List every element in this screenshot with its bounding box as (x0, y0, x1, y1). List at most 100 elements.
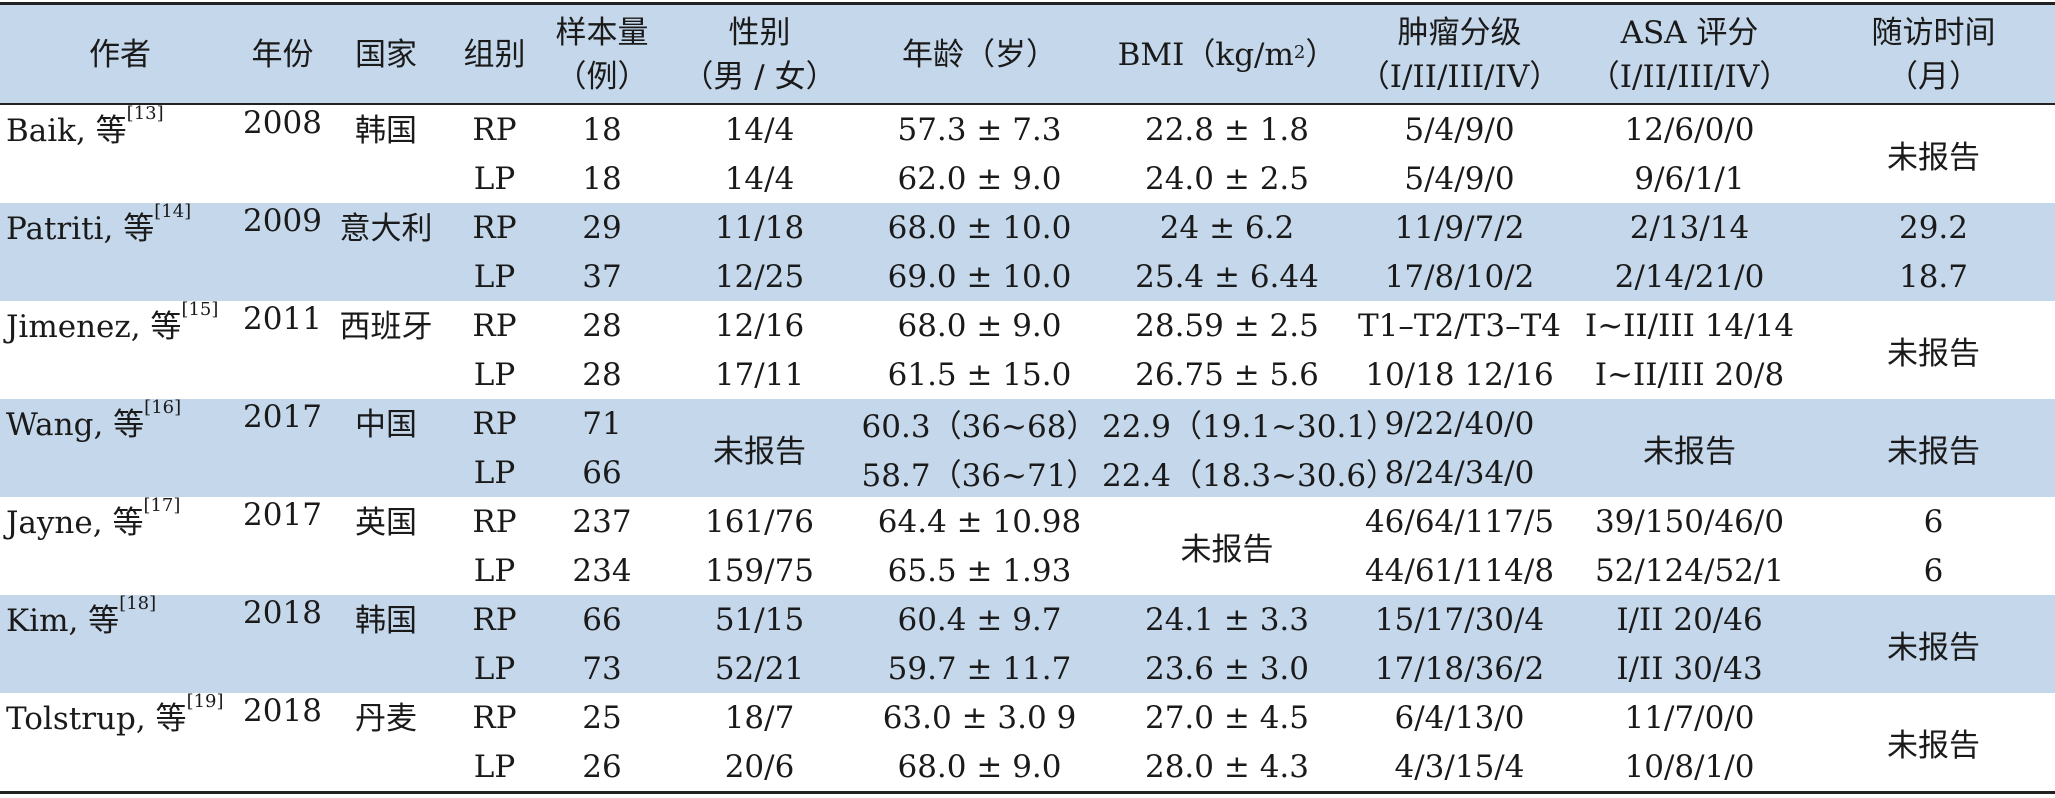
country-cell: 西班牙 (339, 309, 433, 345)
header-grade-line1: 肿瘤分级 (1397, 15, 1522, 51)
group-cell: RP (472, 307, 517, 344)
group-cell: LP (447, 742, 542, 794)
age-cell: 60.3（36~68） (857, 399, 1102, 448)
citation-ref: [13] (126, 103, 164, 124)
table-row: LP 18 14/4 62.0 ± 9.0 24.0 ± 2.5 5/4/9/0… (0, 154, 2055, 203)
country-cell: 英国 (355, 505, 417, 541)
table-row: Patriti, 等[14] 2009 意大利 RP 29 11/18 68.0… (0, 201, 2055, 301)
group-cell: LP (473, 160, 516, 197)
asa-cell: 52/124/52/1 (1594, 552, 1785, 589)
age-cell: 68.0 ± 9.0 (897, 307, 1062, 344)
sample-cell: 18 (582, 160, 622, 197)
author-name: Wang, 等 (6, 407, 145, 443)
bmi-cell: 未报告 (1180, 531, 1274, 568)
sample-cell: 28 (582, 307, 622, 344)
age-cell: 69.0 ± 10.0 (857, 252, 1102, 301)
grade-cell: 11/9/7/2 (1352, 203, 1567, 252)
table-row: LP 73 52/21 59.7 ± 11.7 23.6 ± 3.0 17/18… (0, 644, 2055, 693)
age-cell: 57.3 ± 7.3 (897, 111, 1062, 148)
group-cell: LP (447, 644, 542, 693)
sex-cell: 52/21 (662, 644, 857, 693)
citation-ref: [15] (181, 299, 219, 320)
grade-cell: 17/18/36/2 (1352, 644, 1567, 693)
country-cell: 丹麦 (325, 693, 447, 794)
sex-cell: 12/16 (714, 307, 805, 344)
bmi-cell: 26.75 ± 5.6 (1135, 356, 1319, 393)
bmi-cell: 28.59 ± 2.5 (1135, 307, 1319, 344)
age-cell: 58.7（36~71） (857, 448, 1102, 497)
header-sample-line2: （例） (555, 59, 649, 95)
table-row: Tolstrup, 等[19] 2018 丹麦 RP 25 18/7 63.0 … (0, 691, 2055, 794)
sample-cell: 66 (542, 448, 662, 497)
header-age: 年龄（岁） (857, 2, 1102, 105)
author-cell: Tolstrup, 等[19] (0, 691, 240, 794)
author-cell: Jayne, 等[17] (0, 495, 240, 595)
sex-cell: 11/18 (662, 203, 857, 252)
sample-cell: 73 (542, 644, 662, 693)
age-cell: 68.0 ± 9.0 (857, 742, 1102, 794)
grade-cell: 46/64/117/5 (1364, 503, 1555, 540)
asa-cell: I~II/III 14/14 (1584, 307, 1795, 344)
header-follow-up: 随访时间 （月） (1812, 2, 2055, 105)
table-row: Jimenez, 等[15] 2011 西班牙 RP 28 12/16 68.0… (0, 299, 2055, 372)
group-cell: LP (447, 448, 542, 497)
follow-cell: 未报告 (1887, 139, 1980, 176)
asa-cell: I~II/III 20/8 (1594, 356, 1785, 393)
table-row: LP 28 17/11 61.5 ± 15.0 26.75 ± 5.6 10/1… (0, 350, 2055, 399)
author-name: Jimenez, 等 (6, 309, 182, 345)
author-name: Tolstrup, 等 (6, 701, 187, 737)
sample-cell: 237 (572, 503, 632, 540)
header-tumor-grade: 肿瘤分级 （I/II/III/IV） (1352, 2, 1567, 105)
year-cell: 2009 (240, 203, 325, 301)
age-cell: 59.7 ± 11.7 (857, 644, 1102, 693)
sample-cell: 234 (572, 552, 632, 589)
year-cell: 2018 (240, 693, 325, 794)
sex-cell: 159/75 (704, 552, 815, 589)
asa-cell: 10/8/1/0 (1567, 742, 1812, 794)
sex-cell: 20/6 (662, 742, 857, 794)
header-author: 作者 (0, 2, 240, 105)
author-name: Baik, 等 (6, 113, 127, 149)
age-cell: 65.5 ± 1.93 (887, 552, 1072, 589)
bmi-cell: 25.4 ± 6.44 (1102, 252, 1352, 301)
bmi-cell: 24.0 ± 2.5 (1144, 160, 1309, 197)
sample-cell: 28 (582, 356, 622, 393)
grade-cell: 9/22/40/0 (1352, 399, 1567, 448)
bmi-cell: 24 ± 6.2 (1102, 203, 1352, 252)
country-cell: 韩国 (325, 595, 447, 693)
header-bmi-sup: 2 (1293, 42, 1306, 63)
author-cell: Kim, 等[18] (0, 593, 240, 693)
year-cell: 2018 (240, 595, 325, 693)
group-cell: RP (447, 399, 542, 448)
grade-cell: 8/24/34/0 (1352, 448, 1567, 497)
follow-cell: 未报告 (1812, 693, 2055, 794)
country-cell: 中国 (325, 399, 447, 497)
sample-cell: 66 (542, 595, 662, 644)
group-cell: RP (447, 595, 542, 644)
grade-cell: 6/4/13/0 (1394, 699, 1525, 736)
follow-cell: 6 (1923, 552, 1944, 589)
table-body: Baik, 等[13] 2008 韩国 RP 18 14/4 57.3 ± 7.… (0, 103, 2055, 794)
grade-cell: 4/3/15/4 (1352, 742, 1567, 794)
table-header: 作者 年份 国家 组别 样本量 （例） 性别 （男 / 女） 年龄（岁） BMI… (0, 2, 2055, 105)
header-bmi: BMI（kg/m2） (1102, 2, 1352, 105)
follow-cell: 未报告 (1887, 335, 1980, 372)
age-cell: 63.0 ± 3.0 9 (882, 699, 1077, 736)
country-cell: 意大利 (325, 203, 447, 301)
header-year: 年份 (240, 2, 325, 105)
author-name: Patriti, 等 (6, 211, 155, 247)
grade-cell: 17/8/10/2 (1352, 252, 1567, 301)
age-cell: 60.4 ± 9.7 (857, 595, 1102, 644)
asa-cell: I/II 30/43 (1567, 644, 1812, 693)
group-cell: LP (473, 552, 516, 589)
author-cell: Baik, 等[13] (0, 103, 240, 203)
grade-cell: 15/17/30/4 (1352, 595, 1567, 644)
sex-cell: 14/4 (724, 160, 795, 197)
author-cell: Jimenez, 等[15] (0, 299, 240, 399)
follow-cell: 29.2 (1812, 203, 2055, 252)
sex-cell: 17/11 (714, 356, 805, 393)
age-cell: 61.5 ± 15.0 (887, 356, 1072, 393)
header-sample-line1: 样本量 (555, 15, 649, 51)
country-cell: 韩国 (355, 113, 417, 149)
